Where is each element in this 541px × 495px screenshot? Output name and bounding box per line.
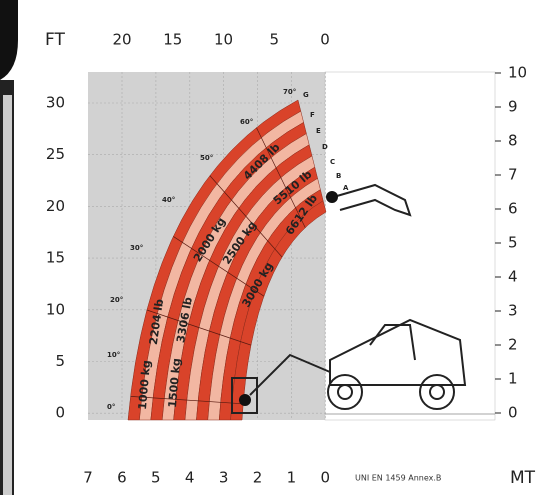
bottom-tick-label: 0 [321,469,331,487]
bottom-tick-label: 4 [185,469,195,487]
extension-letter: E [316,127,321,135]
boom-angle: 40° [162,196,175,204]
left-tick-label: 20 [46,197,65,215]
boom-line [173,236,265,297]
boom-line [209,175,283,258]
boom-line [146,309,252,346]
left-tick-label: 30 [46,94,65,112]
bottom-tick-label: 2 [253,469,263,487]
top-unit: FT [45,30,65,50]
extension-letter: B [336,172,341,180]
load-center [326,191,338,203]
right-tick-label: 9 [508,98,518,116]
right-tick-label: 3 [508,302,518,320]
boom-angle: 20° [110,296,123,304]
plot-area [324,71,496,421]
load-label: 2204 lb [147,298,166,346]
load-label: 1000 kg [136,360,153,411]
extension-letter: C [330,158,335,166]
standard: UNI EN 1459 Annex.B [355,474,441,483]
boom-angle: 60° [240,118,253,126]
load-center [239,394,251,406]
bottom-tick-label: 6 [117,469,127,487]
boom-angle: 0° [107,403,115,411]
left-tick-label: 15 [46,249,65,267]
right-tick-label: 0 [508,404,518,422]
extension-letter: D [322,143,328,151]
right-tick-label: 2 [508,336,518,354]
boom-angle: 10° [107,351,120,359]
top-tick-label: 15 [163,31,182,49]
extension-letter: F [310,111,315,119]
right-tick-label: 5 [508,234,518,252]
top-tick-label: 20 [112,31,131,49]
tab [3,95,12,495]
bottom-tick-label: 5 [151,469,161,487]
left-tick-label: 5 [55,352,65,370]
bottom-tick-label: 7 [83,469,93,487]
boom-line [256,127,306,228]
extension-letter: G [303,91,309,99]
load-label: 1500 kg [166,358,183,409]
left-tick-label: 10 [46,300,65,318]
right-tick-label: 6 [508,200,518,218]
boom-angle: 70° [283,88,296,96]
top-tick-label: 10 [214,31,233,49]
top-tick-label: 5 [269,31,279,49]
top-tick-label: 0 [320,31,330,49]
boom-angle: 50° [200,154,213,162]
bottom-unit: MT [510,468,536,488]
right-tick-label: 8 [508,132,518,150]
bottom-tick-label: 3 [219,469,229,487]
tab [0,0,18,80]
right-tick-label: 4 [508,268,518,286]
left-tick-label: 25 [46,145,65,163]
boom-line [130,396,244,405]
boom-angle: 30° [130,244,143,252]
right-tick-label: 7 [508,166,518,184]
bottom-tick-label: 1 [287,469,297,487]
left-tick-label: 0 [55,404,65,422]
extension-letter: A [343,184,349,192]
right-tick-label: 10 [508,64,527,82]
right-tick-label: 1 [508,370,518,388]
load-bands [127,99,327,421]
telehandler [231,183,467,414]
